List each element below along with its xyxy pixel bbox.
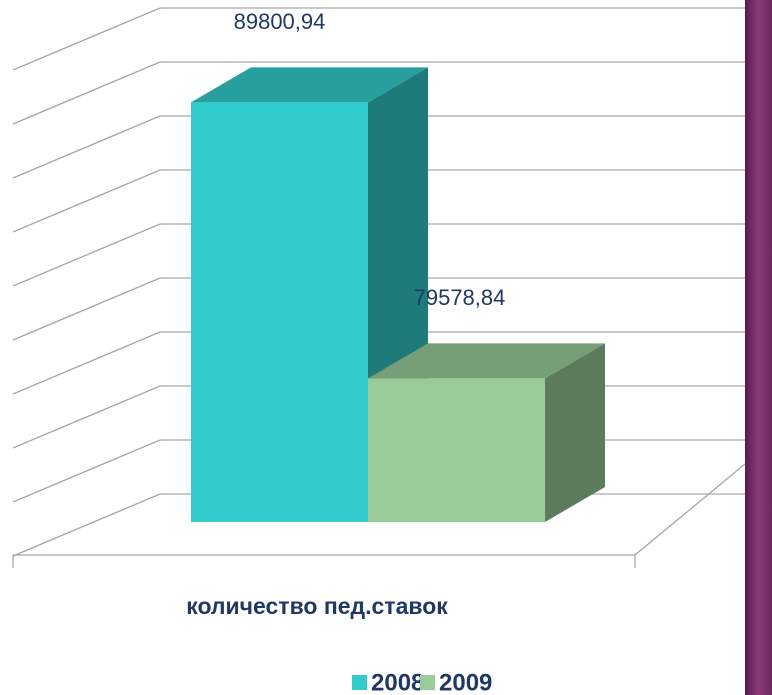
grid-line-side bbox=[12, 385, 161, 449]
side-stripe bbox=[745, 0, 772, 695]
bar-side bbox=[545, 343, 605, 522]
bar-top bbox=[368, 343, 605, 379]
bar-top bbox=[191, 67, 428, 103]
grid-line-side bbox=[12, 331, 161, 395]
data-label: 79578,84 bbox=[414, 285, 506, 310]
grid-line-side bbox=[12, 61, 161, 125]
grid-line-side bbox=[12, 493, 161, 557]
data-label: 89800,94 bbox=[234, 9, 326, 34]
legend-swatch bbox=[420, 675, 435, 690]
legend-label: 2008 bbox=[371, 669, 424, 695]
grid-line-side bbox=[12, 223, 161, 287]
bars bbox=[191, 67, 605, 522]
grid-line-side bbox=[12, 115, 161, 179]
category-label: количество пед.ставок bbox=[186, 593, 448, 619]
grid-line-side bbox=[12, 7, 161, 71]
bar bbox=[368, 378, 545, 522]
legend-label: 2009 bbox=[439, 669, 492, 695]
bar bbox=[191, 102, 368, 522]
grid-line-side bbox=[12, 169, 161, 233]
legend-swatch bbox=[352, 675, 367, 690]
grid-line-side bbox=[12, 439, 161, 503]
grid-line-side bbox=[12, 277, 161, 341]
